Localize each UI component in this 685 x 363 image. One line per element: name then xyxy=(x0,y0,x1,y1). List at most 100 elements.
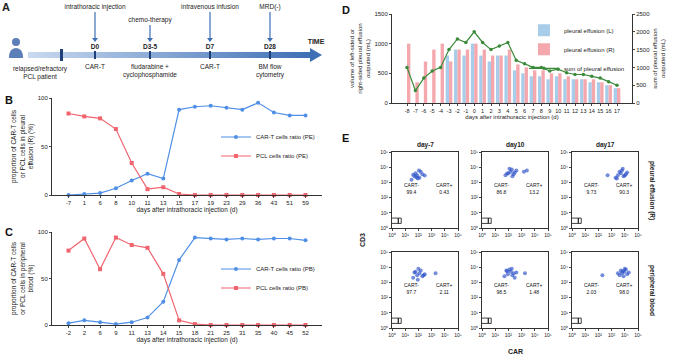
svg-text:day10: day10 xyxy=(506,141,525,149)
svg-text:15: 15 xyxy=(176,330,183,336)
svg-text:10: 10 xyxy=(128,200,135,206)
svg-text:50: 50 xyxy=(41,276,48,282)
svg-text:0: 0 xyxy=(636,100,640,106)
svg-text:-5: -5 xyxy=(430,108,435,114)
svg-text:CAR-T cells ratio (PE): CAR-T cells ratio (PE) xyxy=(256,134,315,140)
svg-text:MRD(-): MRD(-) xyxy=(259,3,280,11)
svg-text:1000: 1000 xyxy=(374,41,388,47)
svg-text:10⁵: 10⁵ xyxy=(454,332,462,338)
svg-text:45: 45 xyxy=(286,330,293,336)
svg-text:10⁰: 10⁰ xyxy=(380,225,388,231)
svg-text:10⁰: 10⁰ xyxy=(470,225,478,231)
svg-text:500: 500 xyxy=(636,82,647,88)
svg-text:25: 25 xyxy=(223,330,230,336)
svg-text:pleural effusion (L): pleural effusion (L) xyxy=(564,28,614,34)
svg-text:D28: D28 xyxy=(264,43,276,50)
svg-text:10³: 10³ xyxy=(471,179,479,185)
svg-text:CAR-T: CAR-T xyxy=(200,63,220,70)
svg-text:8: 8 xyxy=(114,200,118,206)
svg-text:CART+90.3: CART+90.3 xyxy=(616,182,633,195)
svg-text:TIME: TIME xyxy=(308,38,325,45)
svg-text:17: 17 xyxy=(192,200,199,206)
svg-text:PCL patient: PCL patient xyxy=(23,73,57,81)
svg-text:10²: 10² xyxy=(505,232,513,238)
svg-text:10²: 10² xyxy=(595,232,603,238)
svg-text:10⁵: 10⁵ xyxy=(380,249,388,255)
svg-text:10²: 10² xyxy=(595,332,603,338)
svg-text:10⁴: 10⁴ xyxy=(560,164,568,170)
svg-text:10⁵: 10⁵ xyxy=(544,332,552,338)
svg-text:10⁵: 10⁵ xyxy=(544,232,552,238)
svg-text:10¹: 10¹ xyxy=(492,232,500,238)
svg-text:21: 21 xyxy=(207,330,214,336)
svg-text:CD3: CD3 xyxy=(359,233,366,247)
svg-text:pleural effusion (R): pleural effusion (R) xyxy=(648,161,656,220)
svg-text:10⁵: 10⁵ xyxy=(454,232,462,238)
svg-text:59: 59 xyxy=(302,200,309,206)
svg-text:10⁴: 10⁴ xyxy=(441,232,449,238)
svg-text:days after intrathoracic injec: days after intrathoracic injection (d) xyxy=(465,114,558,120)
svg-text:10⁵: 10⁵ xyxy=(470,149,478,155)
svg-text:10¹: 10¹ xyxy=(561,210,569,216)
svg-text:10³: 10³ xyxy=(428,232,436,238)
svg-text:1500: 1500 xyxy=(374,11,388,17)
svg-text:day-7: day-7 xyxy=(417,141,434,149)
svg-text:D7: D7 xyxy=(206,43,215,50)
svg-text:CAR-T cells ratio (PB): CAR-T cells ratio (PB) xyxy=(256,266,315,272)
svg-text:6: 6 xyxy=(98,200,102,206)
svg-text:cyclophosphamide: cyclophosphamide xyxy=(123,71,177,79)
svg-text:100: 100 xyxy=(38,95,49,101)
svg-text:-6: -6 xyxy=(421,108,426,114)
svg-text:11: 11 xyxy=(129,330,136,336)
svg-text:10⁰: 10⁰ xyxy=(560,325,568,331)
svg-text:fludarabine +: fludarabine + xyxy=(131,63,169,70)
svg-text:10³: 10³ xyxy=(518,232,526,238)
svg-text:intrathoracic injection: intrathoracic injection xyxy=(64,3,125,11)
svg-text:10⁴: 10⁴ xyxy=(560,264,568,270)
svg-text:18: 18 xyxy=(192,330,199,336)
svg-text:B: B xyxy=(5,94,13,106)
svg-text:10¹: 10¹ xyxy=(471,310,479,316)
svg-text:10¹: 10¹ xyxy=(402,232,410,238)
svg-text:10³: 10³ xyxy=(608,332,616,338)
svg-text:500: 500 xyxy=(378,70,389,76)
svg-text:CAR-T: CAR-T xyxy=(85,63,105,70)
svg-text:10⁴: 10⁴ xyxy=(441,332,449,338)
svg-text:10⁵: 10⁵ xyxy=(560,149,568,155)
svg-text:40: 40 xyxy=(271,330,278,336)
svg-text:10³: 10³ xyxy=(381,179,389,185)
svg-text:CART+1.48: CART+1.48 xyxy=(526,282,543,295)
svg-text:10⁰: 10⁰ xyxy=(478,332,486,338)
svg-text:days after intrathoracic injec: days after intrathoracic injection (d) xyxy=(136,206,237,214)
svg-text:29: 29 xyxy=(239,200,246,206)
svg-text:1: 1 xyxy=(83,200,87,206)
svg-text:CART-86.8: CART-86.8 xyxy=(494,182,509,195)
svg-text:10⁴: 10⁴ xyxy=(531,332,539,338)
svg-text:10³: 10³ xyxy=(518,332,526,338)
svg-text:13: 13 xyxy=(580,108,586,114)
svg-text:PCL cells ratio (PB): PCL cells ratio (PB) xyxy=(256,285,308,291)
svg-text:8: 8 xyxy=(540,108,543,114)
svg-text:2000: 2000 xyxy=(636,29,650,35)
svg-text:100: 100 xyxy=(38,229,49,235)
svg-text:9: 9 xyxy=(548,108,551,114)
svg-text:6: 6 xyxy=(523,108,526,114)
svg-text:10¹: 10¹ xyxy=(471,210,479,216)
svg-text:10²: 10² xyxy=(415,232,423,238)
svg-text:D: D xyxy=(342,4,350,16)
svg-text:15: 15 xyxy=(176,200,183,206)
svg-text:relapsed/refractory: relapsed/refractory xyxy=(13,65,68,73)
svg-text:10²: 10² xyxy=(471,194,479,200)
svg-text:10⁰: 10⁰ xyxy=(478,232,486,238)
svg-text:CART+2.11: CART+2.11 xyxy=(436,282,453,295)
svg-text:10³: 10³ xyxy=(471,279,479,285)
svg-text:0: 0 xyxy=(473,108,476,114)
svg-text:13: 13 xyxy=(144,330,151,336)
svg-text:51: 51 xyxy=(286,200,293,206)
svg-text:10¹: 10¹ xyxy=(561,310,569,316)
svg-text:16: 16 xyxy=(606,108,612,114)
svg-text:D0: D0 xyxy=(91,43,100,50)
svg-text:cytometry: cytometry xyxy=(256,71,285,79)
svg-text:proportion of CAR-T cellsor PC: proportion of CAR-T cellsor PCL cells in… xyxy=(10,109,35,183)
svg-text:volume of left-sided orright-s: volume of left-sided orright-sided pleur… xyxy=(349,23,371,93)
